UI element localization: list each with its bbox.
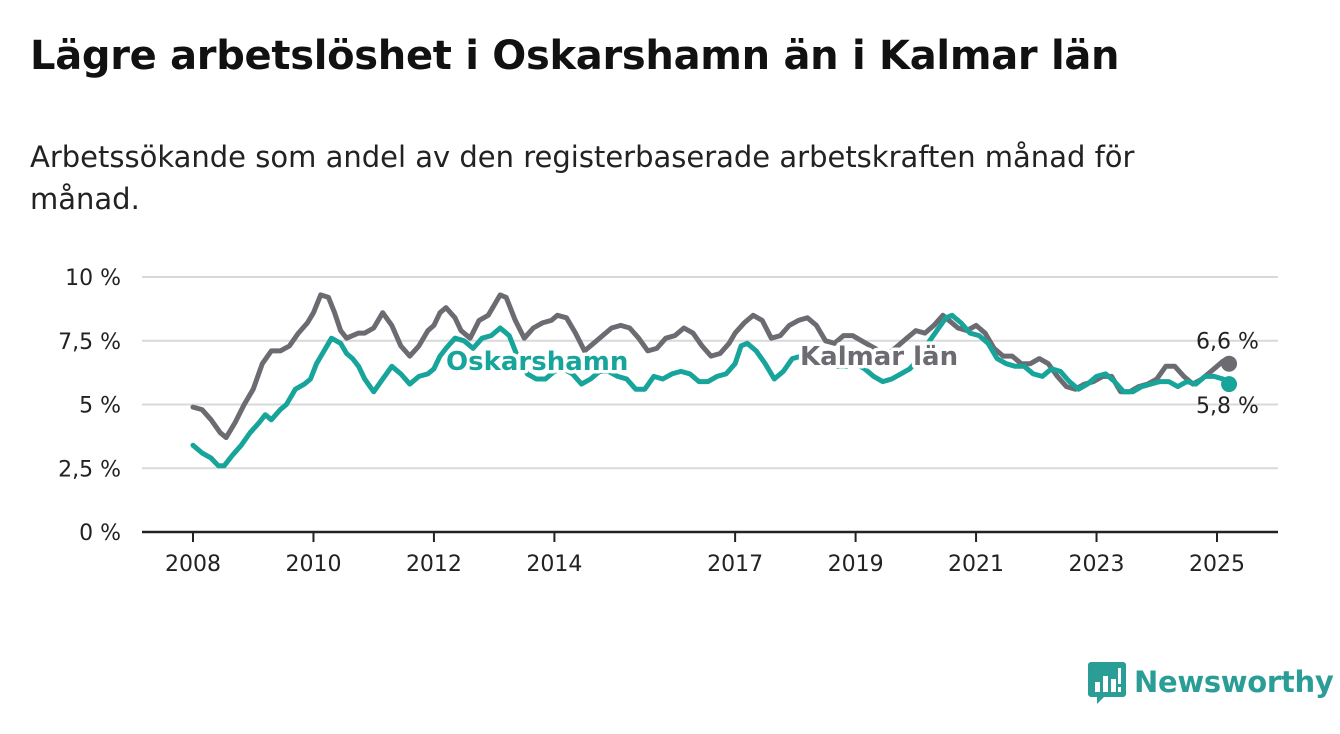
end-value-label: 6,6 %	[1196, 330, 1259, 355]
x-tick-label: 2021	[948, 552, 1004, 577]
chart-subtitle: Arbetssökande som andel av den registerb…	[30, 140, 1135, 216]
end-value-label: 5,8 %	[1196, 394, 1259, 419]
y-tick-label: 5 %	[79, 394, 121, 419]
newsworthy-logo[interactable]: Newsworthy	[1088, 660, 1334, 704]
y-tick-label: 10 %	[65, 266, 121, 291]
end-point-marker	[1221, 376, 1238, 393]
x-tick-label: 2012	[406, 552, 462, 577]
series-line-kalmar-län	[190, 292, 1232, 441]
series-line-oskarshamn	[190, 312, 1232, 469]
x-tick-label: 2010	[285, 552, 341, 577]
series-label: Oskarshamn	[446, 347, 628, 377]
series-labels: Kalmar län Oskarshamn 6,6 % 5,8 %	[443, 330, 1259, 419]
series-lines	[190, 292, 1232, 469]
bar-chart-icon	[1088, 662, 1126, 704]
x-tick-label: 2019	[828, 552, 884, 577]
end-point-marker	[1221, 355, 1238, 372]
line-chart: 0 % 2,5 % 5 % 7,5 % 10 % 2008 2010 2012 2014 201…	[58, 266, 1278, 577]
series-label: Kalmar län	[800, 342, 958, 372]
x-tick-label: 2025	[1189, 552, 1245, 577]
brand-name: Newsworthy	[1134, 665, 1334, 699]
x-axis: 2008 2010 2012 2014 2017 2019 2021 2023 2025	[142, 530, 1278, 577]
x-tick-label: 2014	[526, 552, 582, 577]
y-tick-label: 2,5 %	[58, 457, 121, 482]
chart-title: Lägre arbetslöshet i Oskarshamn än i Kal…	[30, 33, 1120, 79]
y-tick-label: 0 %	[79, 521, 121, 546]
x-tick-label: 2008	[165, 552, 221, 577]
y-axis-ticks: 0 % 2,5 % 5 % 7,5 % 10 %	[58, 266, 121, 546]
x-tick-label: 2017	[707, 552, 763, 577]
y-tick-label: 7,5 %	[58, 330, 121, 355]
x-tick-label: 2023	[1069, 552, 1125, 577]
